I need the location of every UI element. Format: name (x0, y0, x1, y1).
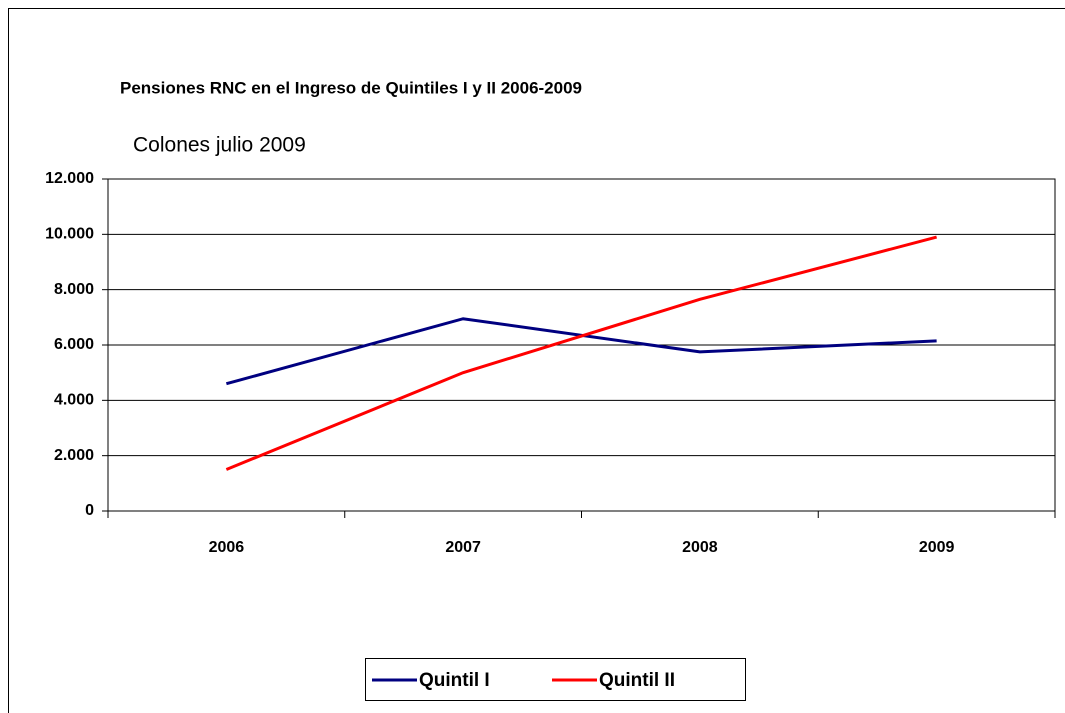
y-tick-label: 6.000 (54, 336, 94, 353)
x-tick-label: 2009 (919, 539, 955, 556)
chart-subtitle: Colones julio 2009 (133, 134, 306, 157)
y-tick-label: 0 (85, 502, 94, 519)
series-line (225, 235, 938, 471)
legend-label: Quintil I (419, 670, 490, 691)
chart-title: Pensiones RNC en el Ingreso de Quintiles… (120, 78, 582, 97)
x-tick-label: 2006 (209, 539, 245, 556)
y-tick-label: 4.000 (54, 392, 94, 409)
x-tick-label: 2007 (445, 539, 481, 556)
x-tick-label: 2008 (682, 539, 718, 556)
y-tick-label: 10.000 (45, 226, 94, 243)
legend-label: Quintil II (599, 670, 675, 691)
y-tick-label: 12.000 (45, 170, 94, 187)
y-tick-label: 8.000 (54, 281, 94, 298)
y-tick-label: 2.000 (54, 447, 94, 464)
chart-frame (8, 8, 1065, 713)
